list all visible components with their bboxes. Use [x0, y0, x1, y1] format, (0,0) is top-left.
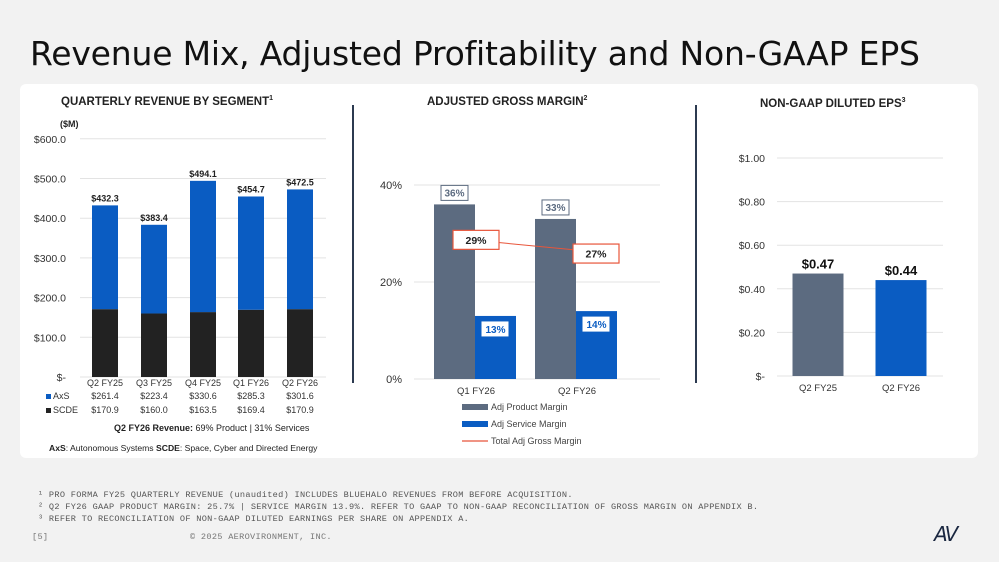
revenue-axs-value: $301.6	[286, 391, 314, 401]
service-legend-label: Adj Service Margin	[491, 419, 567, 429]
product-legend-label: Adj Product Margin	[491, 402, 568, 412]
revenue-total-label: $494.1	[189, 169, 217, 179]
revenue-mix-note: Q2 FY26 Revenue: 69% Product | 31% Servi…	[114, 423, 310, 433]
revenue-category-label: Q1 FY26	[233, 378, 269, 388]
revenue-total-label: $454.7	[237, 184, 265, 194]
revenue-title-text: QUARTERLY REVENUE BY SEGMENT	[61, 95, 270, 108]
revenue-bar-scde	[190, 312, 216, 377]
product-margin-bar	[535, 218, 576, 379]
margin-ytick-label: 0%	[386, 374, 402, 386]
revenue-total-label: $472.5	[286, 177, 314, 187]
revenue-ytick-label: $500.0	[34, 174, 66, 186]
footnote-2: ² Q2 FY26 GAAP PRODUCT MARGIN: 25.7% | S…	[38, 502, 759, 512]
product-margin-label-box	[541, 199, 570, 216]
revenue-ytick-label: $100.0	[34, 332, 66, 344]
revenue-ytick-label: $300.0	[34, 253, 66, 265]
eps-ytick-label: $0.60	[739, 240, 765, 252]
revenue-scde-value: $169.4	[237, 405, 265, 415]
revenue-ytick-label: $-	[57, 372, 67, 384]
panel-divider-right	[695, 105, 697, 383]
page-number: [5]	[32, 532, 49, 542]
revenue-bar-scde	[238, 309, 264, 377]
total-margin-label-box	[572, 243, 620, 264]
service-margin-label: 13%	[485, 325, 505, 336]
revenue-category-label: Q2 FY25	[87, 378, 123, 388]
service-margin-label-box	[480, 320, 510, 338]
revenue-total-label: $383.4	[140, 213, 168, 223]
revenue-bar-axs	[92, 205, 118, 310]
margin-title-sup: 2	[583, 95, 588, 102]
eps-bar	[875, 280, 927, 376]
panel-divider-left	[352, 105, 354, 383]
revenue-ytick-label: $600.0	[34, 134, 66, 146]
service-margin-label-box	[581, 315, 611, 333]
eps-bar	[792, 273, 844, 376]
service-legend-swatch	[462, 421, 488, 427]
company-logo: AV	[934, 522, 958, 546]
revenue-total-label: $432.3	[91, 193, 119, 203]
revenue-axs-value: $223.4	[140, 391, 168, 401]
total-legend-label: Total Adj Gross Margin	[491, 436, 582, 446]
eps-ytick-label: $-	[756, 371, 766, 383]
revenue-scde-value: $160.0	[140, 405, 168, 415]
revenue-axs-value: $285.3	[237, 391, 265, 401]
segment-definitions: AxS: Autonomous Systems SCDE: Space, Cyb…	[49, 443, 318, 453]
revenue-category-label: Q2 FY26	[282, 378, 318, 388]
footnote-1: ¹ PRO FORMA FY25 QUARTERLY REVENUE (unau…	[38, 490, 573, 500]
revenue-unit-label: ($M)	[60, 119, 79, 129]
scde-legend-swatch	[46, 408, 51, 413]
axs-legend-swatch	[46, 394, 51, 399]
revenue-bar-scde	[92, 309, 118, 377]
charts-card	[20, 84, 978, 458]
total-margin-label-box	[452, 229, 500, 250]
product-margin-label: 33%	[545, 203, 565, 214]
scde-legend-label: SCDE	[53, 405, 78, 415]
revenue-bar-axs	[287, 189, 313, 310]
slide-title: Revenue Mix, Adjusted Profitability and …	[30, 34, 920, 73]
revenue-ytick-label: $200.0	[34, 293, 66, 305]
margin-title-text: ADJUSTED GROSS MARGIN	[427, 95, 584, 108]
eps-title-sup: 3	[901, 97, 906, 104]
revenue-scde-value: $170.9	[286, 405, 314, 415]
margin-ytick-label: 40%	[380, 180, 402, 192]
eps-category-label: Q2 FY26	[882, 383, 920, 394]
eps-value-label: $0.47	[802, 257, 835, 272]
service-margin-label: 14%	[586, 320, 606, 331]
revenue-scde-value: $170.9	[91, 405, 119, 415]
eps-chart-title: NON-GAAP DILUTED EPS3	[760, 97, 906, 110]
margin-category-label: Q2 FY26	[558, 386, 596, 397]
eps-category-label: Q2 FY25	[799, 383, 837, 394]
revenue-category-label: Q3 FY25	[136, 378, 172, 388]
margin-ytick-label: 20%	[380, 277, 402, 289]
revenue-bar-scde	[141, 313, 167, 377]
total-margin-label: 29%	[465, 235, 487, 247]
revenue-axs-value: $330.6	[189, 391, 217, 401]
revenue-axs-value: $261.4	[91, 391, 119, 401]
eps-title-text: NON-GAAP DILUTED EPS	[760, 97, 902, 110]
eps-ytick-label: $0.80	[739, 197, 765, 209]
product-legend-swatch	[462, 404, 488, 410]
eps-ytick-label: $1.00	[739, 153, 765, 165]
margin-chart-title: ADJUSTED GROSS MARGIN2	[427, 95, 587, 108]
revenue-bar-axs	[190, 180, 216, 313]
eps-ytick-label: $0.20	[739, 327, 765, 339]
axs-legend-label: AxS	[53, 391, 70, 401]
revenue-bar-axs	[141, 224, 167, 314]
margin-category-label: Q1 FY26	[457, 386, 495, 397]
footnote-3: ³ REFER TO RECONCILIATION OF NON-GAAP DI…	[38, 514, 470, 524]
revenue-chart-title: QUARTERLY REVENUE BY SEGMENT1	[61, 95, 273, 108]
copyright: © 2025 AEROVIRONMENT, INC.	[190, 532, 332, 542]
revenue-category-label: Q4 FY25	[185, 378, 221, 388]
revenue-bar-axs	[238, 196, 264, 310]
product-margin-label-box	[440, 184, 469, 201]
revenue-scde-value: $163.5	[189, 405, 217, 415]
revenue-bar-scde	[287, 309, 313, 377]
product-margin-label: 36%	[444, 188, 464, 199]
eps-value-label: $0.44	[885, 263, 918, 278]
revenue-ytick-label: $400.0	[34, 213, 66, 225]
total-margin-label: 27%	[585, 249, 607, 261]
eps-ytick-label: $0.40	[739, 284, 765, 296]
revenue-title-sup: 1	[269, 95, 274, 102]
